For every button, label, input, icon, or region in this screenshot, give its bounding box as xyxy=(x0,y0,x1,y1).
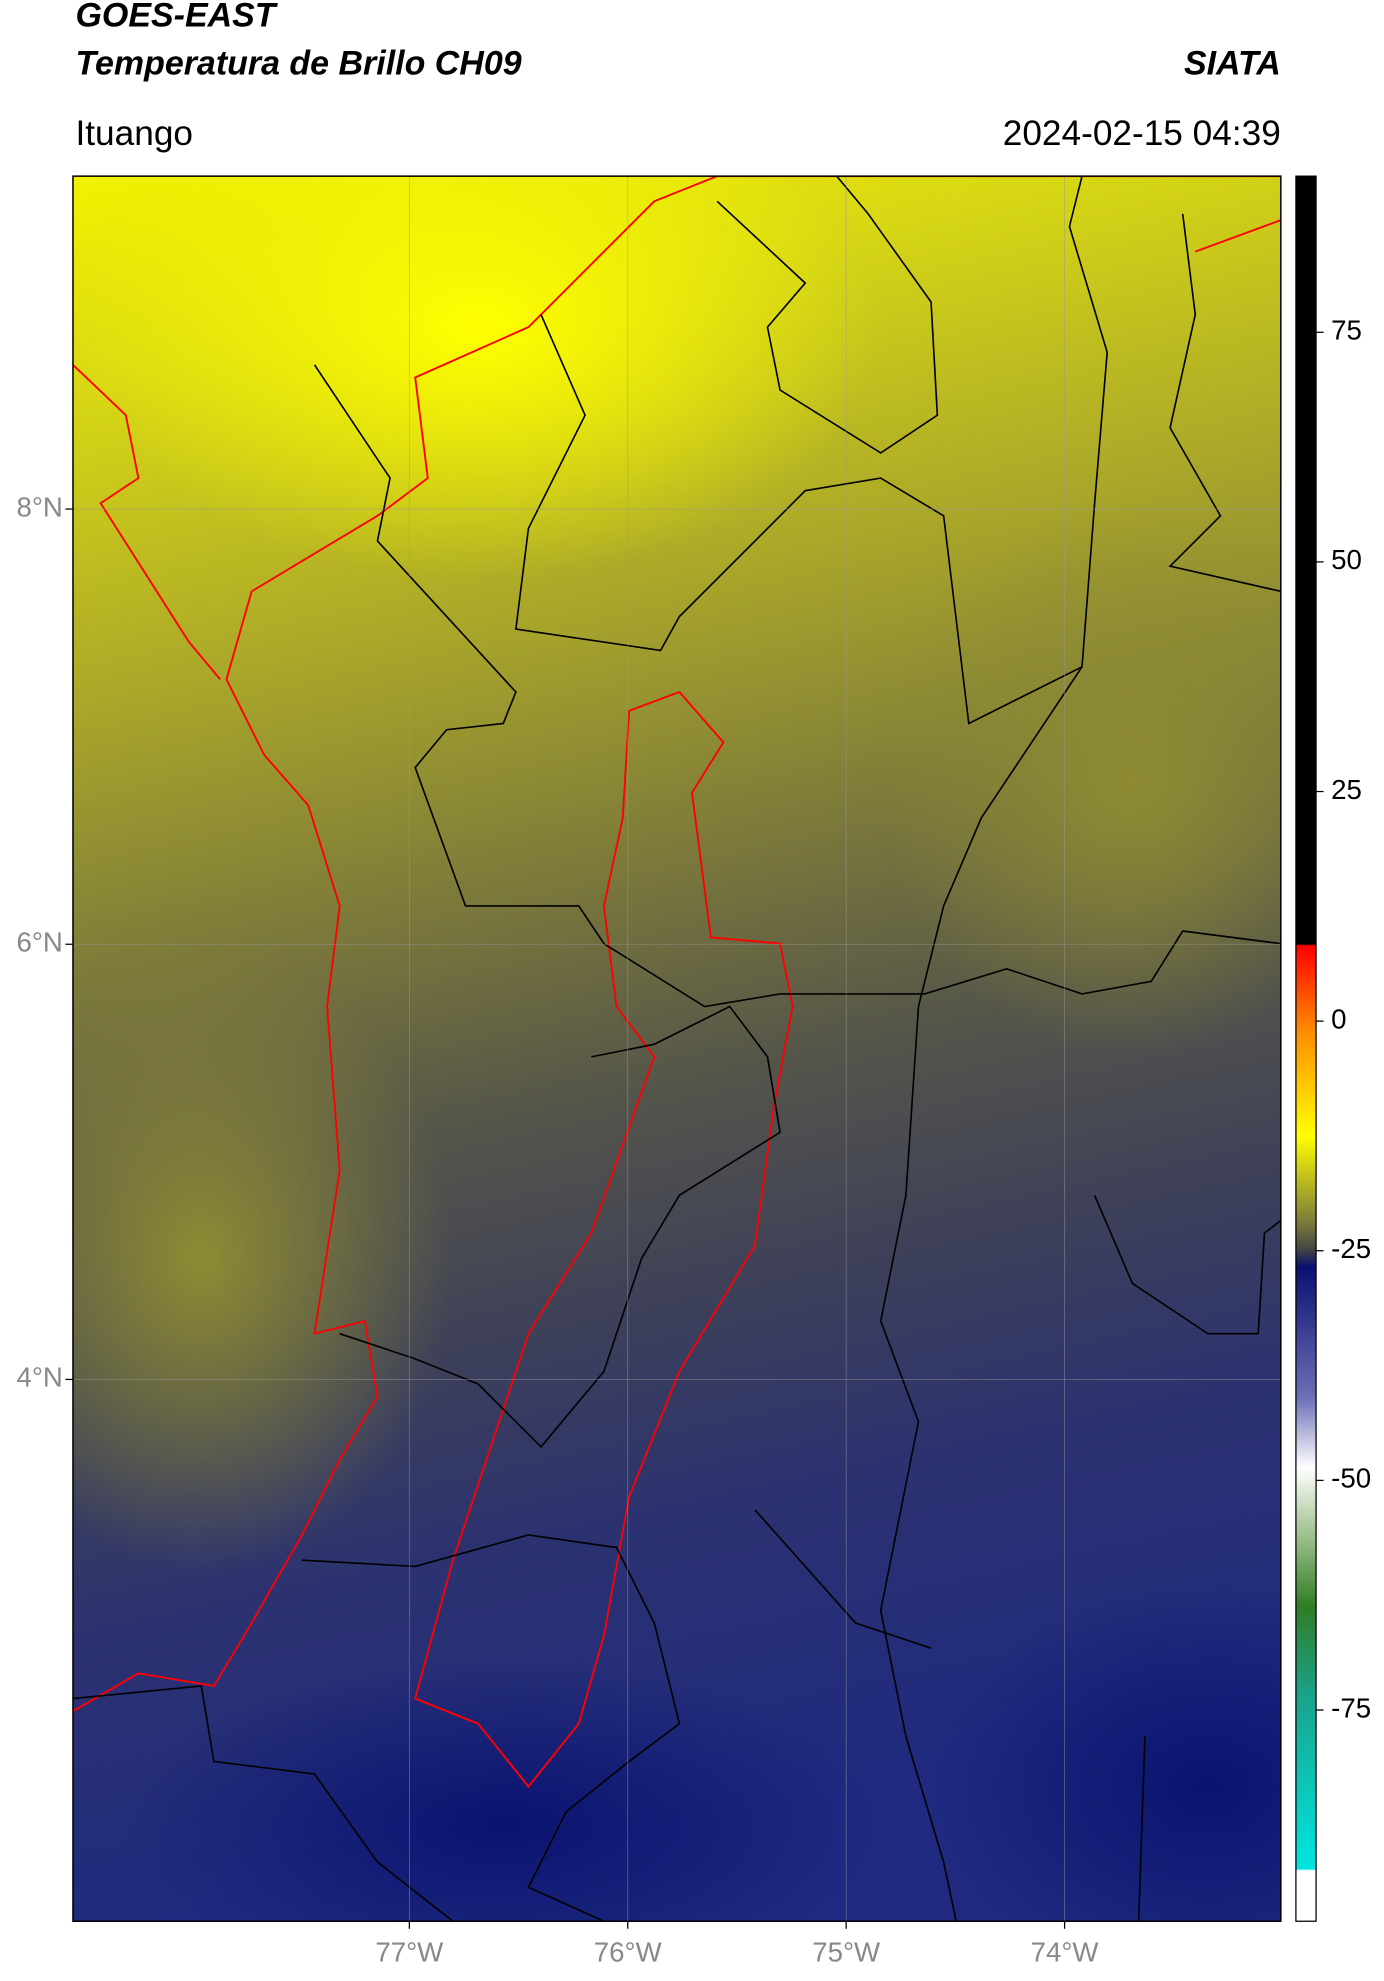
colorbar-tick-label: 50 xyxy=(1331,544,1362,575)
map-frame xyxy=(72,175,1282,1922)
colorbar-tick-label: -50 xyxy=(1331,1463,1371,1494)
colorbar xyxy=(1295,175,1317,1922)
title: Temperatura de Brillo CH09 xyxy=(75,44,521,82)
colorbar-tick-label: 75 xyxy=(1331,315,1362,346)
colorbar-tick-label: 25 xyxy=(1331,774,1362,805)
colorbar-tick-label: 0 xyxy=(1331,1003,1346,1034)
y-tick-label: 8°N xyxy=(16,491,62,522)
x-tick-label: 77°W xyxy=(375,1936,444,1967)
timestamp: 2024-02-15 04:39 xyxy=(1003,114,1281,153)
y-tick-label: 6°N xyxy=(16,927,62,958)
y-tick-label: 4°N xyxy=(16,1362,62,1393)
source: SIATA xyxy=(1184,44,1281,82)
x-tick-label: 74°W xyxy=(1031,1936,1100,1967)
map-field xyxy=(72,176,1281,1922)
colorbar-tick-label: -75 xyxy=(1331,1692,1371,1723)
x-tick-label: 75°W xyxy=(812,1936,881,1967)
x-tick-label: 76°W xyxy=(594,1936,663,1967)
colorbar-tick-label: -25 xyxy=(1331,1233,1371,1264)
location: Ituango xyxy=(75,114,193,153)
satellite: GOES-EAST xyxy=(75,0,278,35)
